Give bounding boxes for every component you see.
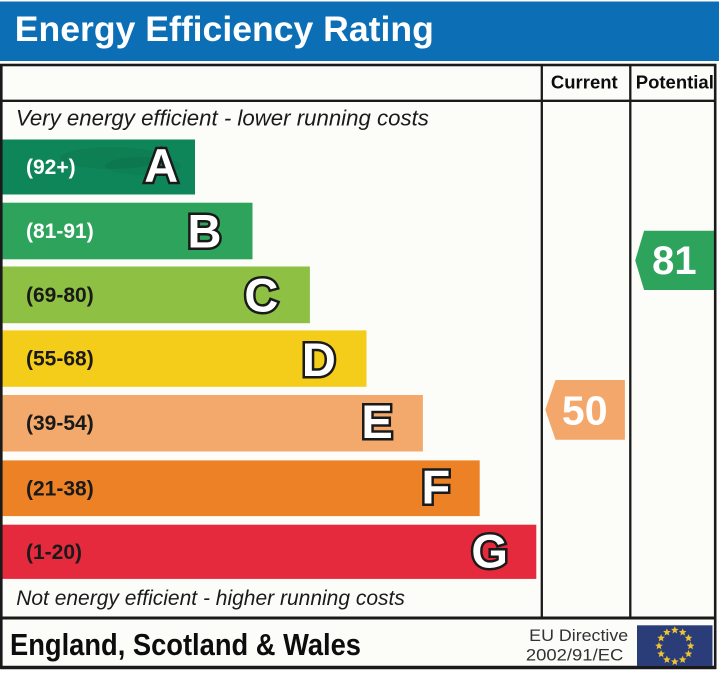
svg-text:A: A bbox=[144, 139, 178, 192]
svg-text:(39-54): (39-54) bbox=[26, 412, 94, 435]
svg-text:(55-68): (55-68) bbox=[26, 348, 94, 371]
svg-text:C: C bbox=[244, 269, 278, 322]
svg-text:(1-20): (1-20) bbox=[26, 541, 82, 564]
svg-text:50: 50 bbox=[562, 387, 608, 433]
svg-text:Current: Current bbox=[551, 71, 618, 92]
svg-text:81: 81 bbox=[652, 239, 697, 283]
svg-text:Very energy efficient - lower: Very energy efficient - lower running co… bbox=[16, 106, 429, 131]
svg-text:England, Scotland & Wales: England, Scotland & Wales bbox=[10, 628, 361, 662]
svg-text:Potential: Potential bbox=[636, 71, 714, 92]
svg-text:(21-38): (21-38) bbox=[26, 477, 94, 500]
svg-text:(92+): (92+) bbox=[26, 156, 76, 179]
svg-text:E: E bbox=[361, 395, 392, 448]
svg-text:(81-91): (81-91) bbox=[26, 220, 94, 243]
svg-text:Not energy efficient - higher: Not energy efficient - higher running co… bbox=[16, 587, 405, 610]
svg-text:2002/91/EC: 2002/91/EC bbox=[526, 645, 624, 664]
svg-text:G: G bbox=[471, 525, 508, 578]
svg-text:F: F bbox=[422, 461, 451, 514]
svg-text:D: D bbox=[302, 333, 336, 386]
svg-text:(69-80): (69-80) bbox=[26, 284, 94, 307]
svg-text:Energy Efficiency Rating: Energy Efficiency Rating bbox=[15, 9, 434, 49]
svg-text:B: B bbox=[188, 205, 222, 258]
svg-text:EU Directive: EU Directive bbox=[529, 626, 628, 645]
